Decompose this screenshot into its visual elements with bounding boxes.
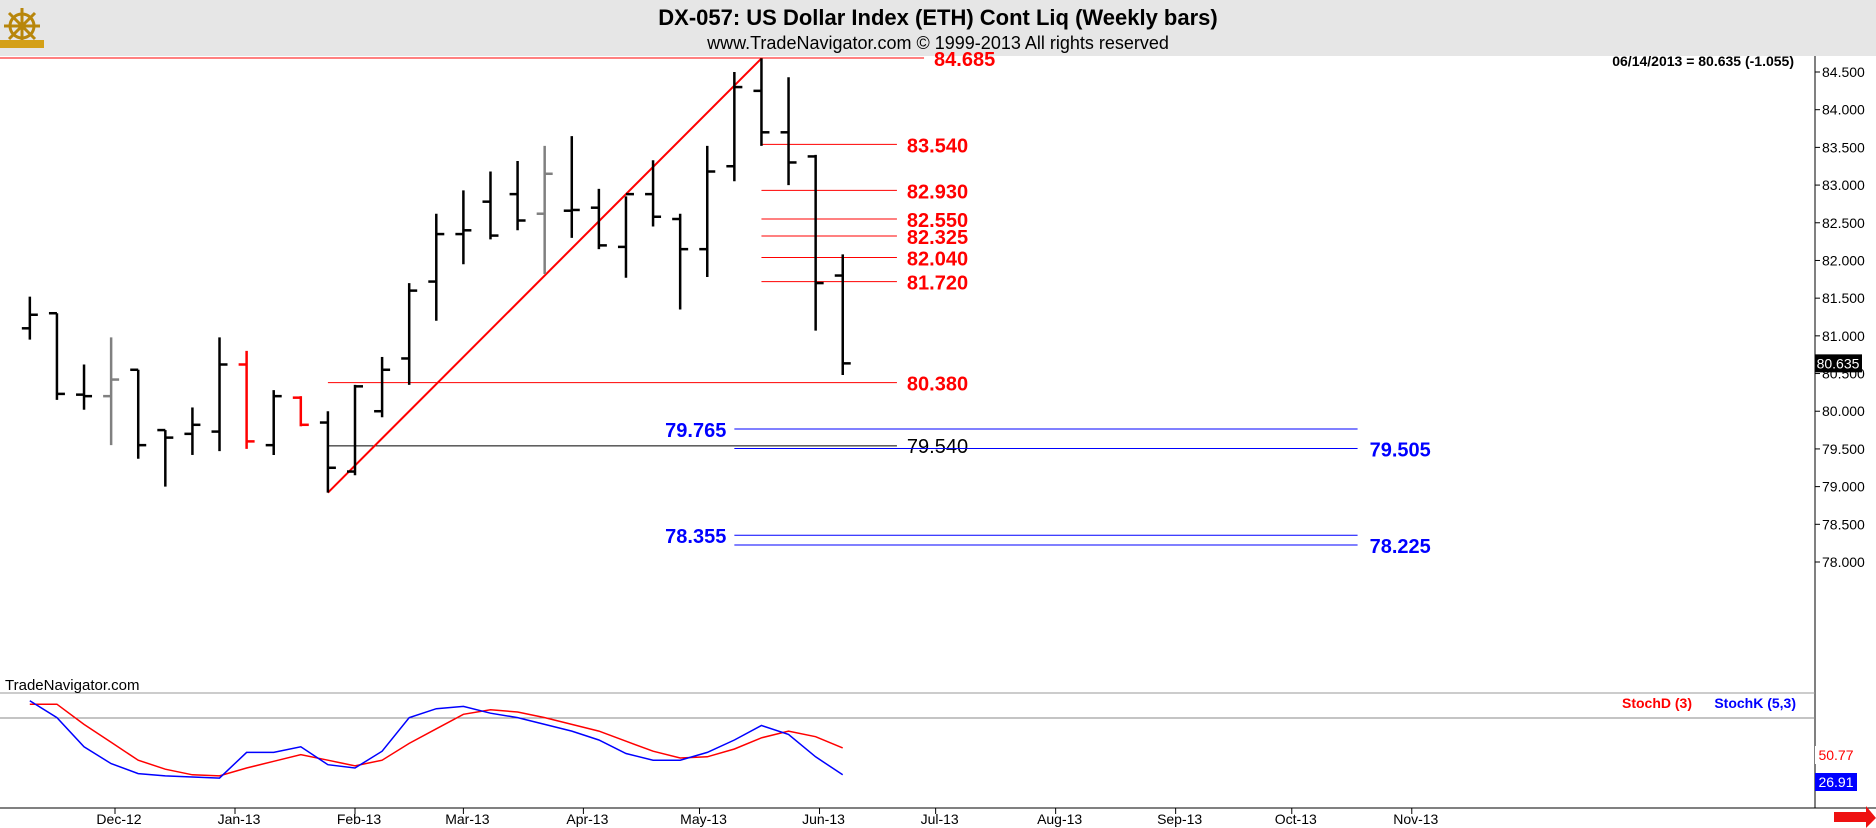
price-tick-label: 83.000	[1822, 177, 1865, 193]
price-tick-label: 80.000	[1822, 403, 1865, 419]
stoch-k-value-box	[1815, 773, 1857, 791]
trendline-segment	[327, 57, 763, 494]
level-label: 82.550	[907, 210, 968, 232]
month-label: Sep-13	[1157, 811, 1202, 827]
stoch-k-line	[29, 700, 844, 779]
month-label: May-13	[680, 811, 727, 827]
month-label: Mar-13	[445, 811, 490, 827]
level-label: 78.355	[665, 526, 726, 548]
watermark: TradeNavigator.com	[5, 677, 140, 694]
level-label: 78.225	[1370, 536, 1431, 558]
month-label: Oct-13	[1275, 811, 1317, 827]
price-tick-label: 83.500	[1822, 139, 1865, 155]
month-label: Apr-13	[566, 811, 608, 827]
last-price-box	[1815, 354, 1862, 373]
scroll-right-arrow-icon[interactable]	[1834, 806, 1876, 828]
price-tick-label: 78.500	[1822, 516, 1865, 532]
price-tick-label: 84.500	[1822, 64, 1865, 80]
stoch-d-legend: StochD (3)	[1622, 695, 1692, 711]
month-label: Nov-13	[1393, 811, 1438, 827]
level-label: 84.685	[934, 49, 995, 71]
trendline	[327, 57, 763, 494]
price-tick-label: 79.500	[1822, 441, 1865, 457]
price-tick-label: 81.000	[1822, 328, 1865, 344]
level-label: 82.040	[907, 248, 968, 270]
last-quote: 06/14/2013 = 80.635 (-1.055)	[1612, 53, 1794, 69]
price-tick-label: 82.000	[1822, 252, 1865, 268]
level-label: 79.540	[907, 436, 968, 458]
time-axis: Dec-12 Jan-13 Feb-13 Mar-13 Apr-13 May-13 Jun-…	[96, 808, 1439, 827]
month-label: Feb-13	[337, 811, 382, 827]
month-label: Aug-13	[1037, 811, 1082, 827]
ohlc-bars	[21, 58, 851, 493]
price-tick-label: 78.000	[1822, 554, 1865, 570]
stoch-k-value: 26.91	[1818, 774, 1853, 790]
price-axis: 84.500 84.000 83.500 83.000 82.500 82.000 81.5…	[1815, 64, 1865, 570]
last-price-label: 80.635	[1817, 355, 1860, 371]
chart-subtitle: www.TradeNavigator.com © 1999-2013 All r…	[706, 33, 1169, 53]
level-label: 80.380	[907, 374, 968, 396]
level-label: 79.505	[1370, 440, 1431, 462]
header-band	[0, 0, 1876, 56]
price-tick-label: 79.000	[1822, 479, 1865, 495]
month-label: Dec-12	[96, 811, 141, 827]
level-label: 82.325	[907, 227, 968, 249]
stoch-d-line	[29, 703, 843, 777]
price-tick-label: 81.500	[1822, 290, 1865, 306]
stoch-d-value: 50.77	[1818, 747, 1853, 763]
month-label: Jun-13	[802, 811, 845, 827]
price-tick-label: 84.000	[1822, 102, 1865, 118]
level-label: 83.540	[907, 135, 968, 157]
stochastic-panel	[29, 700, 844, 779]
stoch-d-value-box	[1815, 746, 1857, 764]
price-tick-label: 82.500	[1822, 215, 1865, 231]
level-label: 82.930	[907, 181, 968, 203]
level-label: 79.765	[665, 420, 726, 442]
chart-title: DX-057: US Dollar Index (ETH) Cont Liq (…	[658, 5, 1217, 30]
month-label: Jul-13	[921, 811, 959, 827]
ship-wheel-logo-icon	[0, 8, 44, 48]
level-label: 81.720	[907, 273, 968, 295]
stoch-k-legend: StochK (5,3)	[1714, 695, 1796, 711]
month-label: Jan-13	[218, 811, 261, 827]
